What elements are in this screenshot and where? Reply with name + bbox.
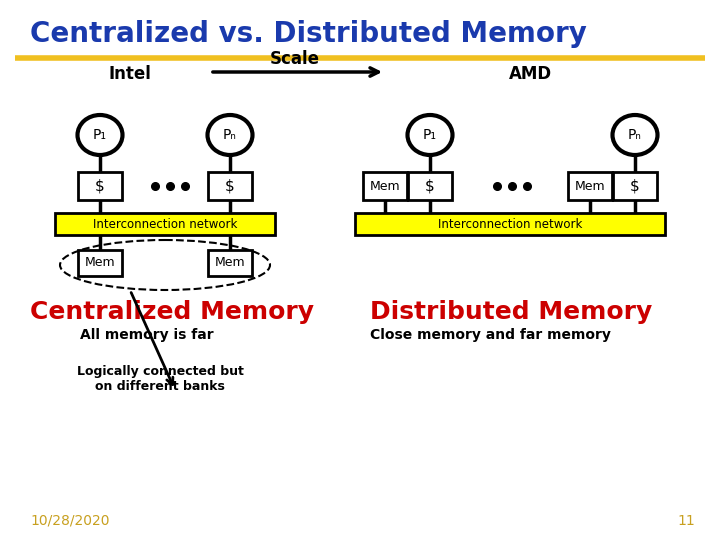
Ellipse shape bbox=[613, 115, 657, 155]
Ellipse shape bbox=[78, 115, 122, 155]
Text: Interconnection network: Interconnection network bbox=[438, 218, 582, 231]
FancyBboxPatch shape bbox=[55, 213, 275, 235]
FancyBboxPatch shape bbox=[208, 172, 252, 200]
FancyBboxPatch shape bbox=[355, 213, 665, 235]
FancyBboxPatch shape bbox=[78, 172, 122, 200]
Text: P₁: P₁ bbox=[423, 128, 437, 142]
Text: Logically connected but
on different banks: Logically connected but on different ban… bbox=[76, 365, 243, 393]
Text: All memory is far: All memory is far bbox=[80, 328, 214, 342]
Text: $: $ bbox=[95, 179, 105, 193]
Text: Mem: Mem bbox=[575, 179, 606, 192]
Text: Mem: Mem bbox=[85, 256, 115, 269]
Text: Pₙ: Pₙ bbox=[628, 128, 642, 142]
Text: Distributed Memory: Distributed Memory bbox=[370, 300, 652, 324]
Text: Centralized Memory: Centralized Memory bbox=[30, 300, 314, 324]
FancyBboxPatch shape bbox=[408, 172, 452, 200]
Text: Pₙ: Pₙ bbox=[223, 128, 237, 142]
Text: Scale: Scale bbox=[270, 50, 320, 68]
Text: Mem: Mem bbox=[369, 179, 400, 192]
Ellipse shape bbox=[207, 115, 253, 155]
Text: Mem: Mem bbox=[215, 256, 246, 269]
Text: Interconnection network: Interconnection network bbox=[93, 218, 237, 231]
FancyBboxPatch shape bbox=[78, 250, 122, 276]
Ellipse shape bbox=[408, 115, 452, 155]
Text: $: $ bbox=[630, 179, 640, 193]
Text: Centralized vs. Distributed Memory: Centralized vs. Distributed Memory bbox=[30, 20, 587, 48]
Text: $: $ bbox=[225, 179, 235, 193]
FancyBboxPatch shape bbox=[363, 172, 407, 200]
Text: P₁: P₁ bbox=[93, 128, 107, 142]
FancyBboxPatch shape bbox=[208, 250, 252, 276]
FancyBboxPatch shape bbox=[613, 172, 657, 200]
Text: 10/28/2020: 10/28/2020 bbox=[30, 514, 109, 528]
Text: Intel: Intel bbox=[109, 65, 151, 83]
Text: $: $ bbox=[425, 179, 435, 193]
Text: AMD: AMD bbox=[508, 65, 552, 83]
Text: Close memory and far memory: Close memory and far memory bbox=[370, 328, 611, 342]
Text: 11: 11 bbox=[678, 514, 695, 528]
FancyBboxPatch shape bbox=[568, 172, 612, 200]
